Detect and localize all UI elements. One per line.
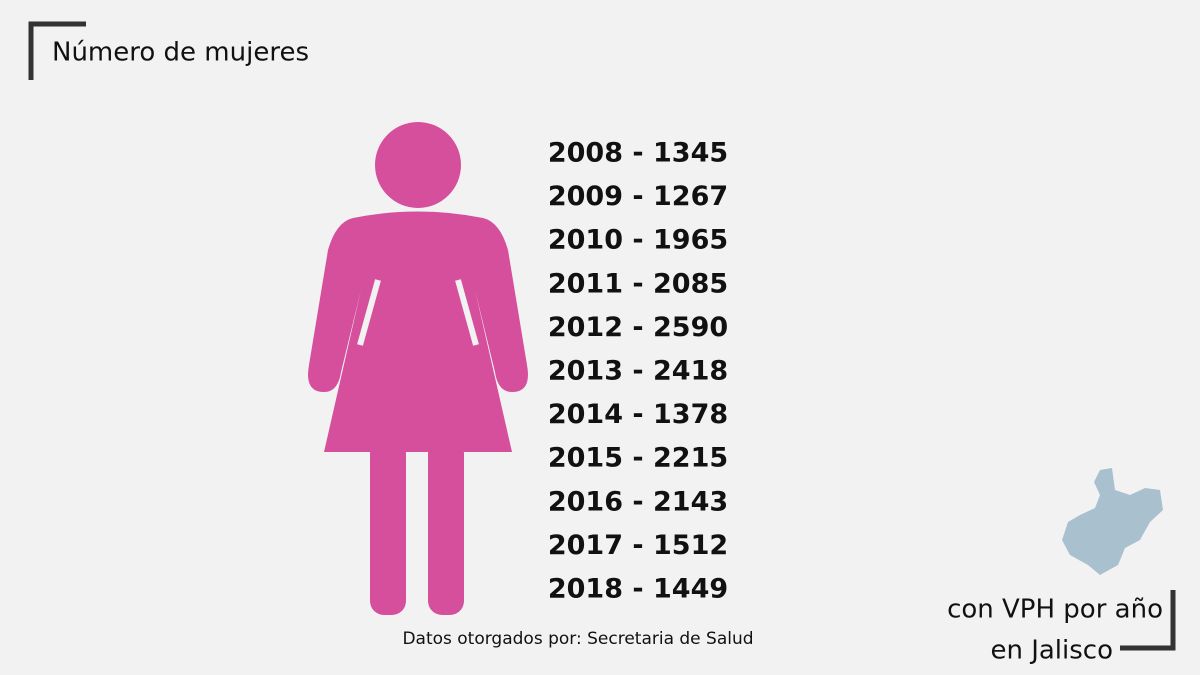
arm-gaps: [357, 279, 479, 346]
entry: 2009 - 1267: [548, 181, 728, 212]
title: Número de mujeres: [52, 38, 309, 68]
entry: 2013 - 2418: [548, 356, 728, 387]
entry: 2012 - 2590: [548, 312, 728, 343]
entry: 2018 - 1449: [548, 574, 728, 605]
entry: 2008 - 1345: [548, 138, 728, 169]
entry: 2016 - 2143: [548, 486, 728, 517]
entry: 2015 - 2215: [548, 443, 728, 474]
subtitle-line: con VPH por año: [947, 595, 1163, 625]
entry: 2014 - 1378: [548, 399, 728, 430]
corner-bracket: [1120, 590, 1176, 651]
entry: 2010 - 1965: [548, 225, 728, 256]
woman-icon: [308, 122, 528, 615]
subtitle-line: en Jalisco: [990, 636, 1113, 666]
corner-bracket: [28, 21, 86, 80]
entry: 2011 - 2085: [548, 268, 728, 299]
entry: 2017 - 1512: [548, 530, 728, 561]
entry-list: 2008 - 1345 2009 - 1267 2010 - 1965 2011 - …: [548, 138, 728, 605]
jalisco-map: [1062, 468, 1163, 575]
source: Datos otorgados por: Secretaria de Salud: [402, 629, 753, 649]
